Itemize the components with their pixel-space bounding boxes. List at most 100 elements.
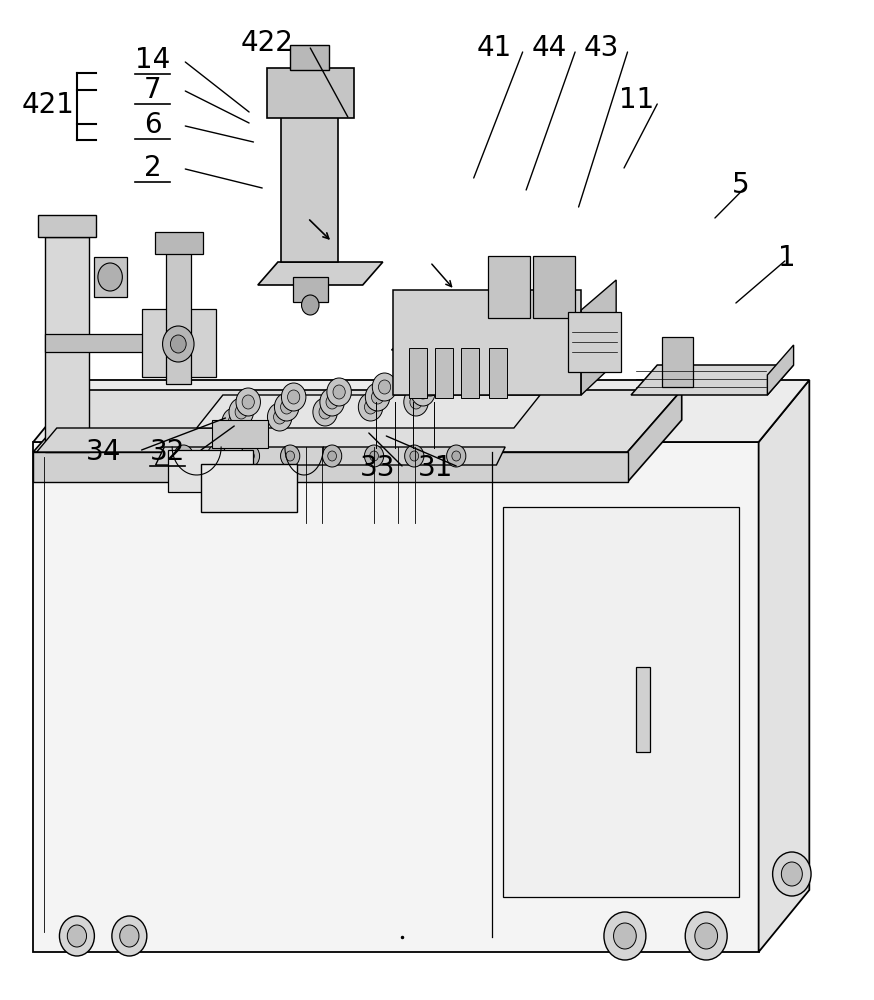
FancyBboxPatch shape <box>267 68 354 118</box>
Circle shape <box>240 445 260 467</box>
Circle shape <box>371 390 384 404</box>
Circle shape <box>112 916 147 956</box>
Text: 41: 41 <box>476 34 511 62</box>
FancyBboxPatch shape <box>33 442 759 952</box>
Text: 44: 44 <box>531 34 566 62</box>
Polygon shape <box>197 395 540 428</box>
Circle shape <box>773 852 811 896</box>
Circle shape <box>372 373 397 401</box>
Circle shape <box>410 395 422 409</box>
Circle shape <box>323 445 342 467</box>
Circle shape <box>207 445 226 467</box>
Circle shape <box>286 451 295 461</box>
Circle shape <box>358 393 383 421</box>
Circle shape <box>235 405 247 419</box>
Text: 1: 1 <box>778 244 795 272</box>
FancyBboxPatch shape <box>568 312 621 372</box>
FancyBboxPatch shape <box>45 334 198 352</box>
FancyBboxPatch shape <box>503 507 739 897</box>
Circle shape <box>320 388 344 416</box>
FancyBboxPatch shape <box>409 348 427 398</box>
Circle shape <box>424 375 436 389</box>
FancyBboxPatch shape <box>281 114 338 262</box>
Circle shape <box>695 923 718 949</box>
Circle shape <box>281 400 293 414</box>
Circle shape <box>274 393 299 421</box>
Polygon shape <box>33 380 809 442</box>
Circle shape <box>326 395 338 409</box>
Circle shape <box>302 295 319 315</box>
Polygon shape <box>392 318 621 350</box>
Polygon shape <box>759 380 809 952</box>
Circle shape <box>333 385 345 399</box>
Text: 6: 6 <box>144 111 162 139</box>
Circle shape <box>614 923 636 949</box>
Circle shape <box>370 451 378 461</box>
FancyBboxPatch shape <box>461 348 479 398</box>
FancyBboxPatch shape <box>290 45 329 70</box>
Circle shape <box>418 368 442 396</box>
FancyBboxPatch shape <box>533 256 575 318</box>
Polygon shape <box>628 390 682 482</box>
Circle shape <box>781 862 802 886</box>
Text: 31: 31 <box>418 454 453 482</box>
Text: 14: 14 <box>135 46 170 74</box>
FancyBboxPatch shape <box>142 309 216 377</box>
Circle shape <box>174 445 193 467</box>
Text: 34: 34 <box>86 438 121 466</box>
Polygon shape <box>581 280 616 395</box>
Circle shape <box>236 388 260 416</box>
FancyBboxPatch shape <box>636 667 650 752</box>
Text: 33: 33 <box>360 454 395 482</box>
FancyBboxPatch shape <box>45 237 89 452</box>
Circle shape <box>288 390 300 404</box>
Text: 5: 5 <box>732 171 750 199</box>
Circle shape <box>98 263 122 291</box>
Circle shape <box>410 451 419 461</box>
Circle shape <box>404 388 428 416</box>
Circle shape <box>163 326 194 362</box>
FancyBboxPatch shape <box>166 249 191 384</box>
Text: 43: 43 <box>584 34 619 62</box>
Circle shape <box>212 451 221 461</box>
Circle shape <box>327 378 351 406</box>
Circle shape <box>59 916 94 956</box>
Polygon shape <box>33 390 682 452</box>
Circle shape <box>246 451 254 461</box>
Circle shape <box>179 451 188 461</box>
FancyBboxPatch shape <box>293 277 328 302</box>
FancyBboxPatch shape <box>155 232 203 254</box>
Polygon shape <box>33 452 628 482</box>
Circle shape <box>364 400 377 414</box>
Text: 32: 32 <box>150 438 185 466</box>
Text: 2: 2 <box>144 154 162 182</box>
Circle shape <box>274 410 286 424</box>
Circle shape <box>447 445 466 467</box>
Circle shape <box>365 383 390 411</box>
Circle shape <box>222 408 246 436</box>
Polygon shape <box>156 447 505 465</box>
FancyBboxPatch shape <box>212 420 268 448</box>
Circle shape <box>452 451 461 461</box>
FancyBboxPatch shape <box>662 337 693 387</box>
Circle shape <box>364 445 384 467</box>
Text: 11: 11 <box>619 86 654 114</box>
Polygon shape <box>37 428 240 452</box>
Circle shape <box>67 925 87 947</box>
Circle shape <box>604 912 646 960</box>
FancyBboxPatch shape <box>94 257 127 297</box>
Circle shape <box>229 398 253 426</box>
Circle shape <box>120 925 139 947</box>
Circle shape <box>685 912 727 960</box>
FancyBboxPatch shape <box>38 215 96 237</box>
Circle shape <box>242 395 254 409</box>
Circle shape <box>411 378 435 406</box>
Polygon shape <box>631 365 794 395</box>
Circle shape <box>170 335 186 353</box>
Circle shape <box>313 398 337 426</box>
Circle shape <box>378 380 391 394</box>
Text: 422: 422 <box>240 29 293 57</box>
Circle shape <box>319 405 331 419</box>
Circle shape <box>281 445 300 467</box>
Circle shape <box>281 383 306 411</box>
